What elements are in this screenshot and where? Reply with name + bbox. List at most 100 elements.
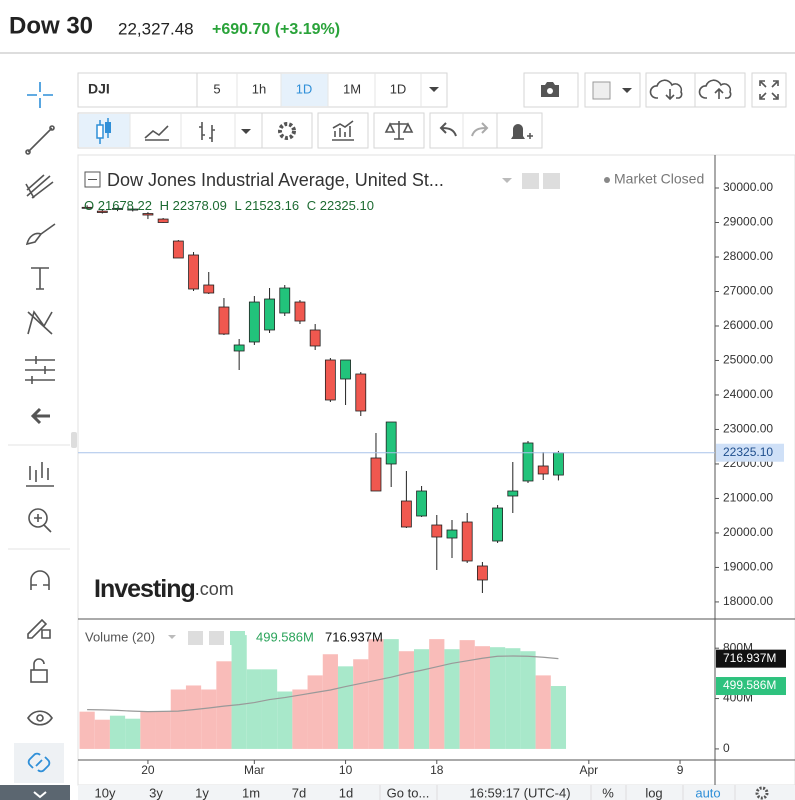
volume-tag-label: 499.586M bbox=[723, 678, 776, 692]
volume-bar bbox=[383, 639, 399, 749]
range-button[interactable]: 1d bbox=[339, 785, 353, 800]
back-tool[interactable] bbox=[30, 407, 50, 425]
volume-bar bbox=[505, 648, 521, 749]
zoom-tool[interactable] bbox=[28, 508, 52, 533]
legend-dropdown[interactable] bbox=[168, 635, 176, 639]
line-icon[interactable] bbox=[144, 125, 169, 141]
last-price-label: 22325.10 bbox=[723, 445, 773, 459]
candle-body bbox=[294, 301, 306, 322]
y-tick-label: 0 bbox=[723, 741, 730, 755]
cloud-upload bbox=[698, 79, 732, 99]
crosshair-tool[interactable] bbox=[27, 82, 53, 108]
y-tick-label: 29000.00 bbox=[723, 215, 773, 229]
range-button[interactable]: 1m bbox=[242, 785, 260, 800]
indicators-tool[interactable] bbox=[26, 462, 54, 487]
goto-button[interactable]: Go to... bbox=[387, 785, 430, 800]
y-tick-label: 27000.00 bbox=[723, 284, 773, 298]
range-button[interactable]: 1y bbox=[195, 785, 209, 800]
magnet-tool[interactable] bbox=[30, 570, 50, 590]
y-tick-label: 28000.00 bbox=[723, 249, 773, 263]
x-tick-label: 18 bbox=[430, 763, 444, 777]
volume-bar bbox=[337, 666, 354, 749]
dividers bbox=[129, 113, 236, 148]
visibility-tool[interactable] bbox=[27, 710, 53, 726]
series-title: Dow Jones Industrial Average, United St.… bbox=[107, 170, 444, 190]
candle-body bbox=[522, 442, 534, 482]
interval[interactable]: 1D bbox=[296, 81, 313, 96]
fullscreen-button[interactable] bbox=[751, 72, 787, 108]
close-button[interactable] bbox=[230, 631, 245, 645]
range-button[interactable]: 7d bbox=[292, 785, 306, 800]
ohlc-letter: H bbox=[160, 198, 169, 213]
scale-icon bbox=[384, 121, 414, 140]
candle-body bbox=[340, 359, 351, 380]
text-tool[interactable] bbox=[31, 267, 49, 290]
candle-body bbox=[279, 287, 291, 314]
link-tool[interactable] bbox=[27, 752, 51, 773]
range-button[interactable]: 3y bbox=[149, 785, 163, 800]
dropdown[interactable] bbox=[241, 129, 251, 134]
volume-bar bbox=[550, 686, 567, 749]
gear-button[interactable] bbox=[543, 173, 560, 189]
candle-body bbox=[233, 344, 245, 352]
eye-button[interactable] bbox=[188, 631, 203, 645]
y-tick-label: 24000.00 bbox=[723, 387, 773, 401]
watermark-suffix: .com bbox=[195, 579, 234, 599]
left-toolbar bbox=[0, 82, 70, 800]
symbol[interactable]: DJI bbox=[88, 81, 110, 97]
settings-button[interactable] bbox=[261, 112, 313, 149]
candle-body bbox=[492, 507, 503, 542]
ma-tag bbox=[716, 649, 786, 668]
candle-body bbox=[385, 421, 397, 465]
unlock-tool[interactable] bbox=[30, 658, 48, 683]
clock: 16:59:17 (UTC-4) bbox=[469, 785, 570, 800]
gear-button[interactable] bbox=[209, 631, 224, 645]
brush-tool[interactable] bbox=[25, 223, 56, 246]
settings-icon[interactable] bbox=[755, 786, 769, 800]
bar-icon[interactable] bbox=[199, 122, 215, 142]
candle-body bbox=[431, 524, 443, 538]
candle-body bbox=[218, 306, 230, 335]
market-status: Market Closed bbox=[614, 171, 704, 187]
ohlc-legend: O 21678.22 H 22378.09 L 21523.16 C 22325… bbox=[84, 198, 374, 213]
pattern-tool[interactable] bbox=[27, 310, 53, 335]
interval[interactable]: 1h bbox=[252, 81, 266, 96]
dropdown[interactable] bbox=[429, 87, 439, 92]
volume-bar bbox=[185, 685, 202, 749]
fullscreen-icon bbox=[759, 80, 779, 100]
auto-button[interactable]: auto bbox=[695, 785, 720, 800]
volume-bar bbox=[277, 691, 293, 749]
measure-tool[interactable] bbox=[25, 356, 55, 384]
ma-tag-label: 716.937M bbox=[723, 651, 776, 665]
candle-body bbox=[309, 329, 321, 347]
candle-body bbox=[157, 218, 169, 223]
volume-bar bbox=[489, 647, 506, 749]
range-button[interactable]: 10y bbox=[95, 785, 116, 800]
indicators-button[interactable] bbox=[317, 112, 369, 149]
interval[interactable]: 5 bbox=[213, 81, 220, 96]
candle-body bbox=[324, 359, 336, 401]
interval[interactable]: 1D bbox=[390, 81, 407, 96]
trendline-tool[interactable] bbox=[25, 125, 55, 155]
candle-body bbox=[507, 490, 519, 497]
legend-dropdown[interactable] bbox=[502, 178, 512, 183]
volume-bar bbox=[155, 711, 171, 749]
volume-value: 499.586M bbox=[256, 629, 314, 644]
volume-bar bbox=[322, 654, 338, 749]
lens bbox=[547, 88, 553, 94]
candle-body bbox=[476, 565, 488, 581]
fib-tool[interactable] bbox=[25, 174, 54, 199]
candle-body bbox=[370, 457, 382, 492]
y-tick-label: 30000.00 bbox=[723, 180, 773, 194]
side-handle[interactable] bbox=[71, 432, 77, 448]
volume-bar bbox=[140, 711, 156, 749]
percent-button[interactable]: % bbox=[602, 785, 614, 800]
volume-bar bbox=[429, 639, 445, 749]
x-tick-label: Apr bbox=[579, 763, 598, 777]
candle-body bbox=[203, 284, 215, 294]
candle-icon[interactable] bbox=[96, 124, 104, 139]
lock-drawing-tool[interactable] bbox=[27, 618, 51, 639]
eye-button[interactable] bbox=[522, 173, 539, 189]
interval[interactable]: 1M bbox=[343, 81, 361, 96]
log-button[interactable]: log bbox=[645, 785, 662, 800]
